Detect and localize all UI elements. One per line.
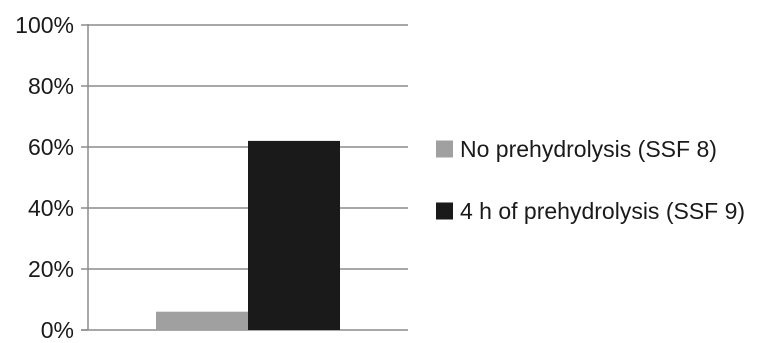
y-tick-label: 20% <box>28 256 74 282</box>
legend: No prehydrolysis (SSF 8) 4 h of prehydrol… <box>436 136 745 224</box>
y-axis-tick-labels: 0% 20% 40% 60% 80% 100% <box>15 12 74 343</box>
bar-series-2 <box>248 140 340 330</box>
legend-swatch-1 <box>436 140 453 158</box>
legend-swatch-2 <box>436 202 453 220</box>
legend-label-2: 4 h of prehydrolysis (SSF 9) <box>460 198 745 224</box>
y-tick-label: 0% <box>41 317 74 338</box>
y-tick-label: 60% <box>28 134 74 160</box>
legend-label-1: No prehydrolysis (SSF 8) <box>460 136 717 162</box>
bar-series-1 <box>156 311 248 330</box>
y-tick-label: 100% <box>15 12 74 38</box>
bars <box>156 140 340 330</box>
y-tick-label: 40% <box>28 195 74 221</box>
y-tick-label: 80% <box>28 73 74 99</box>
axes <box>81 24 408 331</box>
